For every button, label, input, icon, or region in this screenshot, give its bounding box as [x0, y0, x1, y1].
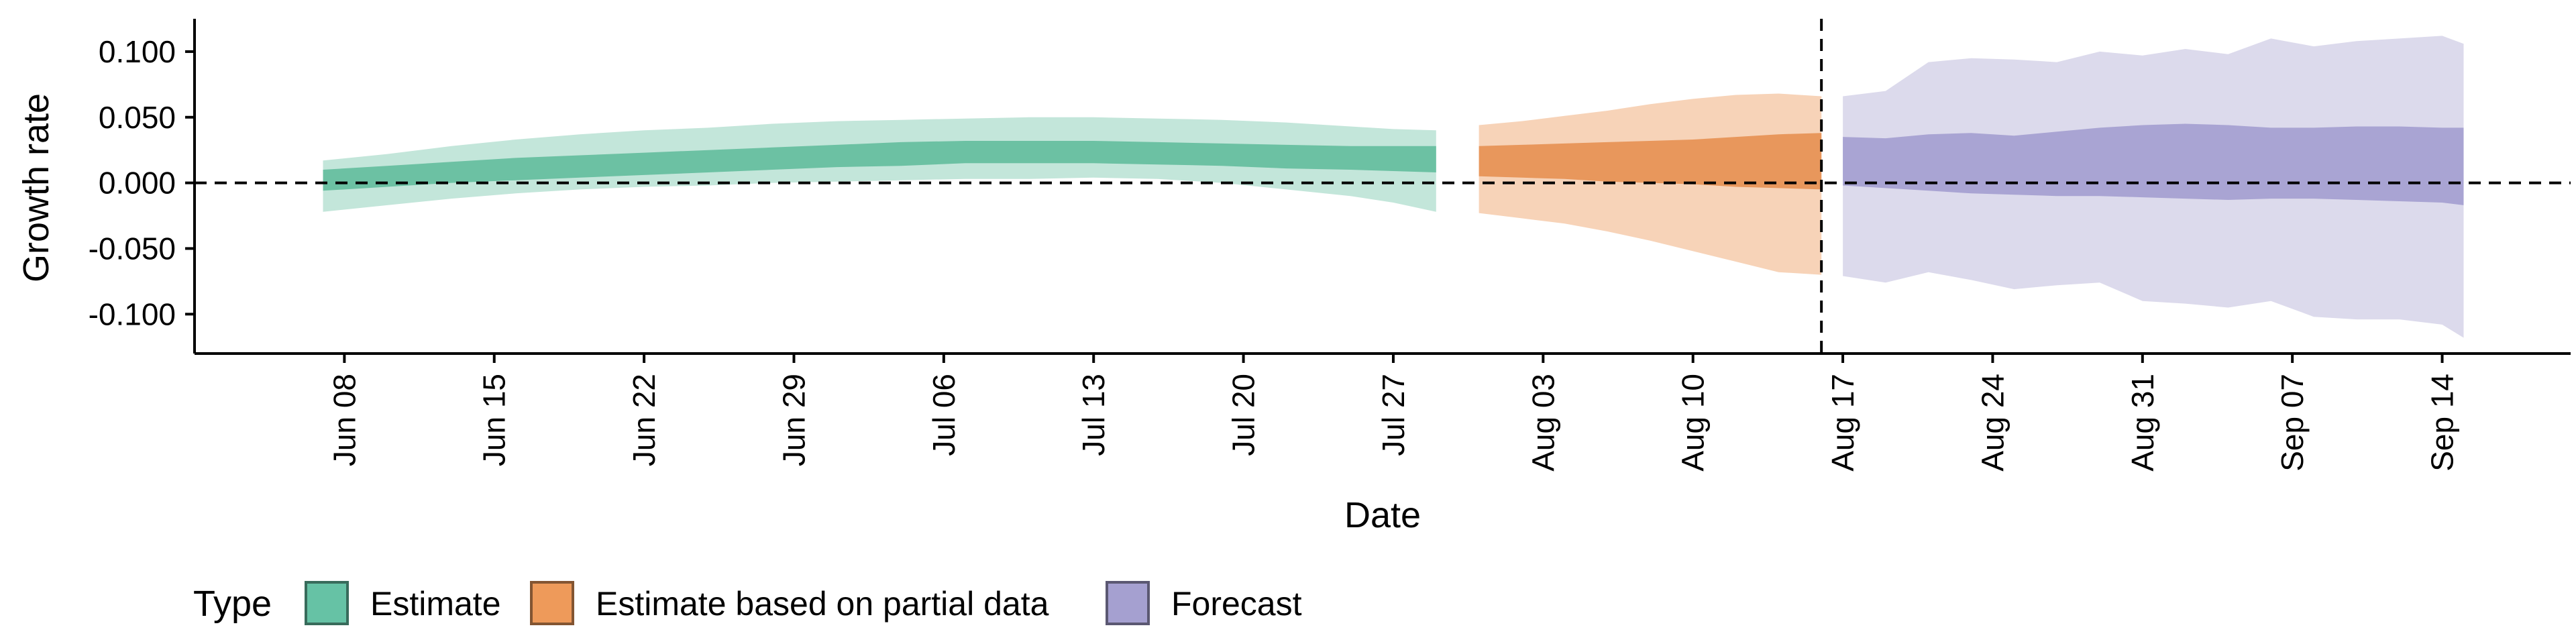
legend-key-forecast: [1106, 581, 1150, 625]
x-tick-label: Jul 27: [1376, 374, 1411, 456]
legend-key-estimate: [305, 581, 349, 625]
x-tick-label: Aug 24: [1975, 374, 2010, 472]
x-tick-label: Aug 03: [1525, 374, 1560, 472]
y-tick-label: 0.050: [99, 100, 176, 135]
x-tick-label: Sep 07: [2275, 374, 2310, 472]
ribbon-inner-estimate: [323, 141, 1436, 191]
x-tick-label: Jul 20: [1226, 374, 1261, 456]
axes: 0.100 0.050 0.000 -0.050 -0.100 Jun 08 Jun 15 J…: [89, 19, 2571, 472]
x-tick-label: Jun 08: [327, 374, 362, 466]
x-tick-label: Jun 29: [777, 374, 812, 466]
y-tick-label: -0.100: [89, 297, 176, 331]
ribbon-inner-estimate-based-on-partial-data: [1479, 133, 1822, 190]
legend-label: Forecast: [1171, 585, 1302, 623]
plot-area: [195, 19, 2571, 354]
y-axis-title: Growth rate: [16, 93, 56, 282]
x-tick-label: Jul 13: [1076, 374, 1111, 456]
x-tick-label: Jun 15: [477, 374, 512, 466]
x-tick-label: Jul 06: [926, 374, 961, 456]
y-tick-label: -0.050: [89, 231, 176, 266]
ribbon-inner-forecast: [1843, 123, 2464, 205]
x-tick-label: Sep 14: [2425, 374, 2460, 472]
x-axis-title: Date: [1344, 495, 1421, 535]
legend: Type Estimate Estimate based on partial d…: [193, 581, 1302, 625]
legend-label: Estimate: [370, 585, 501, 623]
x-tick-label: Aug 17: [1825, 374, 1860, 472]
legend-title: Type: [193, 584, 272, 624]
y-tick-label: 0.100: [99, 34, 176, 69]
legend-key-estimate-based-on-partial-data: [530, 581, 574, 625]
x-tick-label: Aug 31: [2125, 374, 2160, 472]
x-tick-label: Jun 22: [627, 374, 661, 466]
y-tick-label: 0.000: [99, 166, 176, 201]
x-tick-label: Aug 10: [1676, 374, 1711, 472]
legend-label: Estimate based on partial data: [596, 585, 1049, 623]
